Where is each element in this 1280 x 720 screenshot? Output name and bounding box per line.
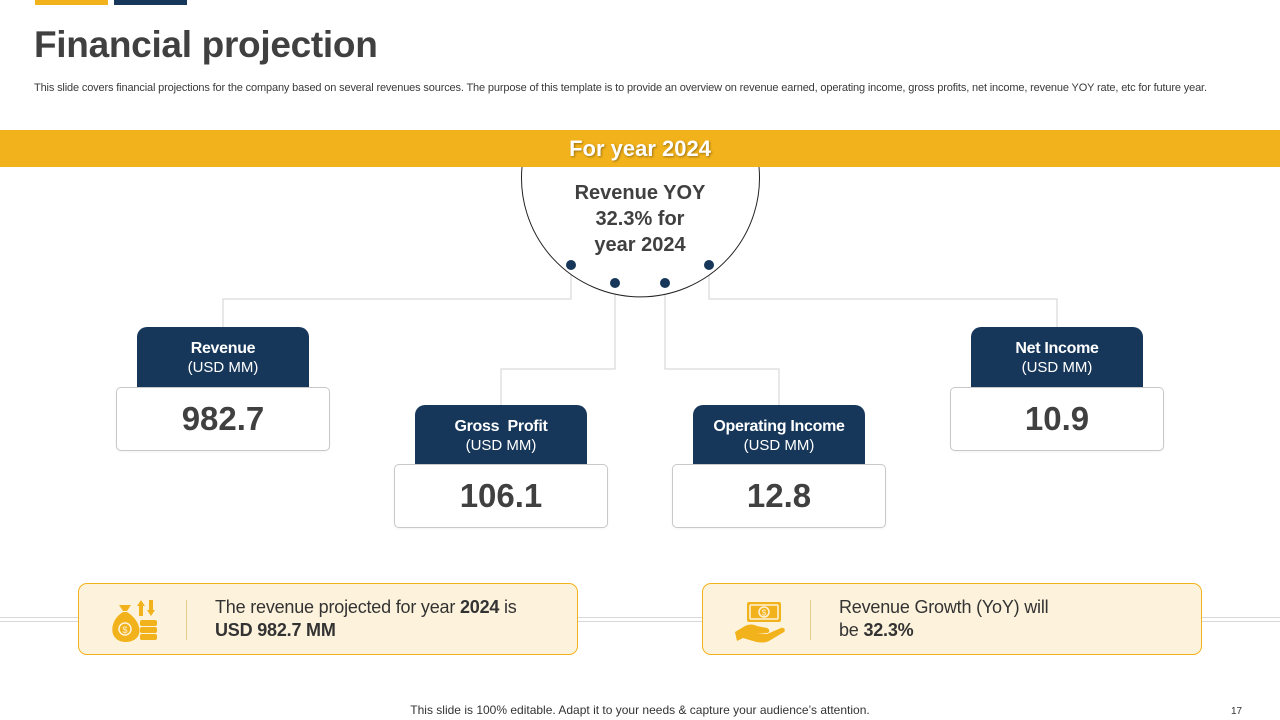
note-divider bbox=[186, 600, 187, 640]
note-year: 2024 bbox=[459, 597, 500, 617]
gross-profit-header: Gross Profit (USD MM) bbox=[415, 405, 587, 466]
node-dot bbox=[610, 278, 620, 288]
connector-operating-income bbox=[664, 283, 780, 405]
growth-note-text: Revenue Growth (YoY) will be 32.3% bbox=[839, 596, 1189, 642]
revenue-unit: (USD MM) bbox=[187, 359, 259, 376]
gross-profit-unit: (USD MM) bbox=[465, 437, 537, 454]
divider-line bbox=[0, 621, 1280, 622]
svg-text:$: $ bbox=[762, 609, 767, 618]
divider-line bbox=[0, 617, 1280, 618]
gross-profit-value: 106.1 bbox=[394, 464, 608, 528]
connector-revenue bbox=[222, 265, 572, 327]
center-circle-text: Revenue YOY 32.3% for year 2024 bbox=[548, 180, 732, 258]
operating-income-value: 12.8 bbox=[672, 464, 886, 528]
note-text-part: be bbox=[839, 620, 864, 640]
gross-profit-label: Gross Profit bbox=[454, 418, 548, 435]
revenue-header: Revenue (USD MM) bbox=[137, 327, 309, 388]
center-line-3: year 2024 bbox=[594, 234, 686, 256]
connector-gross-profit bbox=[500, 283, 616, 405]
center-line-2: 32.3% for bbox=[595, 208, 685, 230]
connector-net-income bbox=[708, 265, 1058, 327]
net-income-header: Net Income (USD MM) bbox=[971, 327, 1143, 388]
revenue-note-text: The revenue projected for year 2024 is U… bbox=[215, 596, 565, 642]
operating-income-label: Operating Income bbox=[713, 418, 845, 435]
money-bag-coins-icon: $ bbox=[112, 600, 157, 642]
accent-bar-yellow bbox=[35, 0, 108, 5]
revenue-note-box: $ The revenue projected for year 2024 is… bbox=[78, 583, 578, 655]
net-income-value: 10.9 bbox=[950, 387, 1164, 451]
note-text-part: The revenue projected for year bbox=[215, 597, 460, 617]
note-amount: USD 982.7 MM bbox=[215, 620, 336, 640]
footer-note: This slide is 100% editable. Adapt it to… bbox=[410, 703, 870, 717]
operating-income-header: Operating Income (USD MM) bbox=[693, 405, 865, 466]
net-income-unit: (USD MM) bbox=[1021, 359, 1093, 376]
note-text-part: Revenue Growth (YoY) will bbox=[839, 597, 1049, 617]
operating-income-unit: (USD MM) bbox=[743, 437, 815, 454]
page-subtitle: This slide covers financial projections … bbox=[34, 82, 1207, 94]
growth-note-box: $ Revenue Growth (YoY) will be 32.3% bbox=[702, 583, 1202, 655]
cash-in-hand-icon: $ bbox=[735, 602, 785, 643]
accent-bar-navy bbox=[114, 0, 187, 5]
svg-text:$: $ bbox=[122, 625, 127, 635]
center-line-1: Revenue YOY bbox=[574, 182, 706, 204]
note-percent: 32.3% bbox=[863, 620, 914, 640]
year-banner: For year 2024 bbox=[0, 130, 1280, 167]
revenue-label: Revenue bbox=[190, 340, 256, 357]
node-dot bbox=[660, 278, 670, 288]
node-dot bbox=[566, 260, 576, 270]
note-divider bbox=[810, 600, 811, 640]
note-text-part: is bbox=[499, 597, 517, 617]
node-dot bbox=[704, 260, 714, 270]
center-circle bbox=[521, 166, 760, 298]
revenue-value: 982.7 bbox=[116, 387, 330, 451]
page-number: 17 bbox=[1231, 706, 1243, 717]
net-income-label: Net Income bbox=[1015, 340, 1099, 357]
page-title: Financial projection bbox=[34, 24, 378, 65]
